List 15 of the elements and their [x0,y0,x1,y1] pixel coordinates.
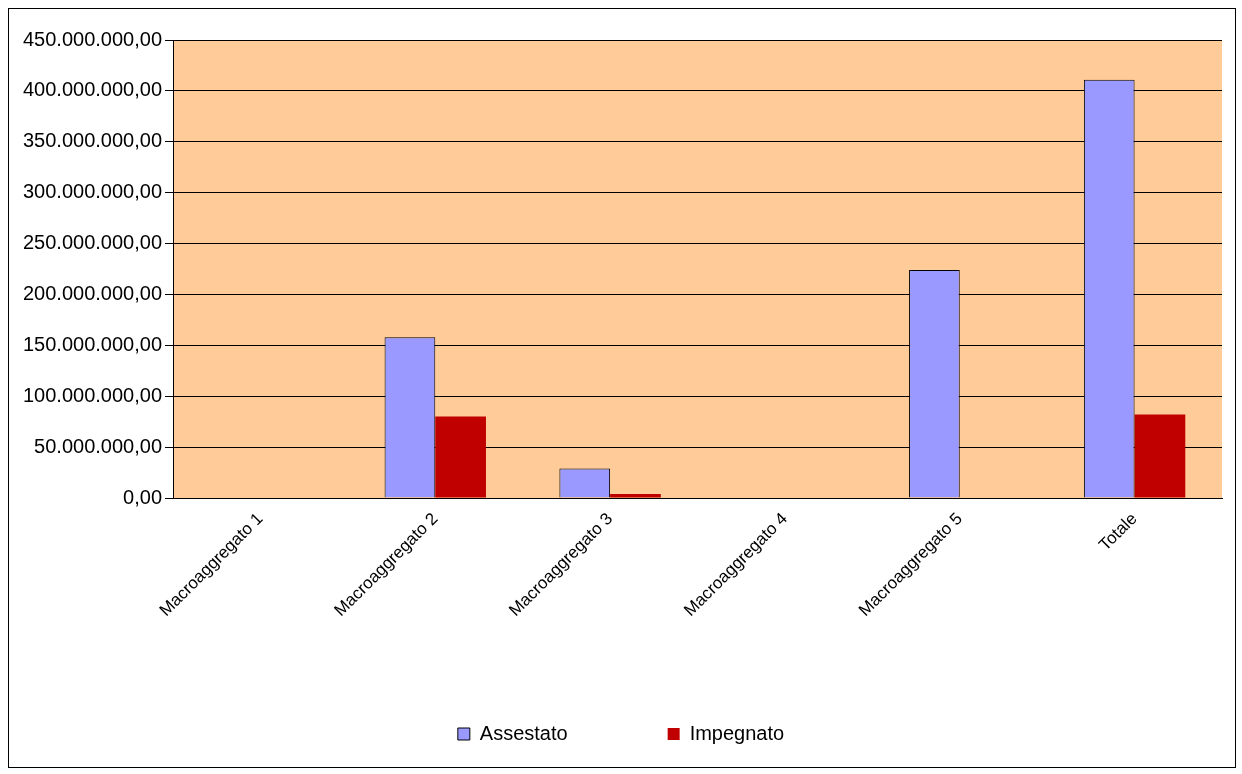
y-tick-label: 350.000.000,00 [22,129,163,152]
y-tick-label: 400.000.000,00 [22,78,163,101]
y-tick-label: 0,00 [123,485,163,508]
legend-label: Assestato [479,721,568,744]
y-tick-label: 200.000.000,00 [22,281,163,304]
bar [1134,414,1186,498]
y-tick-label: 300.000.000,00 [22,180,163,203]
y-tick-label: 100.000.000,00 [22,383,163,406]
bar [435,416,486,498]
y-tick-label: 450.000.000,00 [22,27,163,50]
y-tick-label: 50.000.000,00 [34,434,163,457]
y-tick-label: 250.000.000,00 [22,231,163,254]
y-tick-label: 150.000.000,00 [22,332,163,355]
bar [610,493,661,498]
legend-label: Impegnato [689,721,785,744]
